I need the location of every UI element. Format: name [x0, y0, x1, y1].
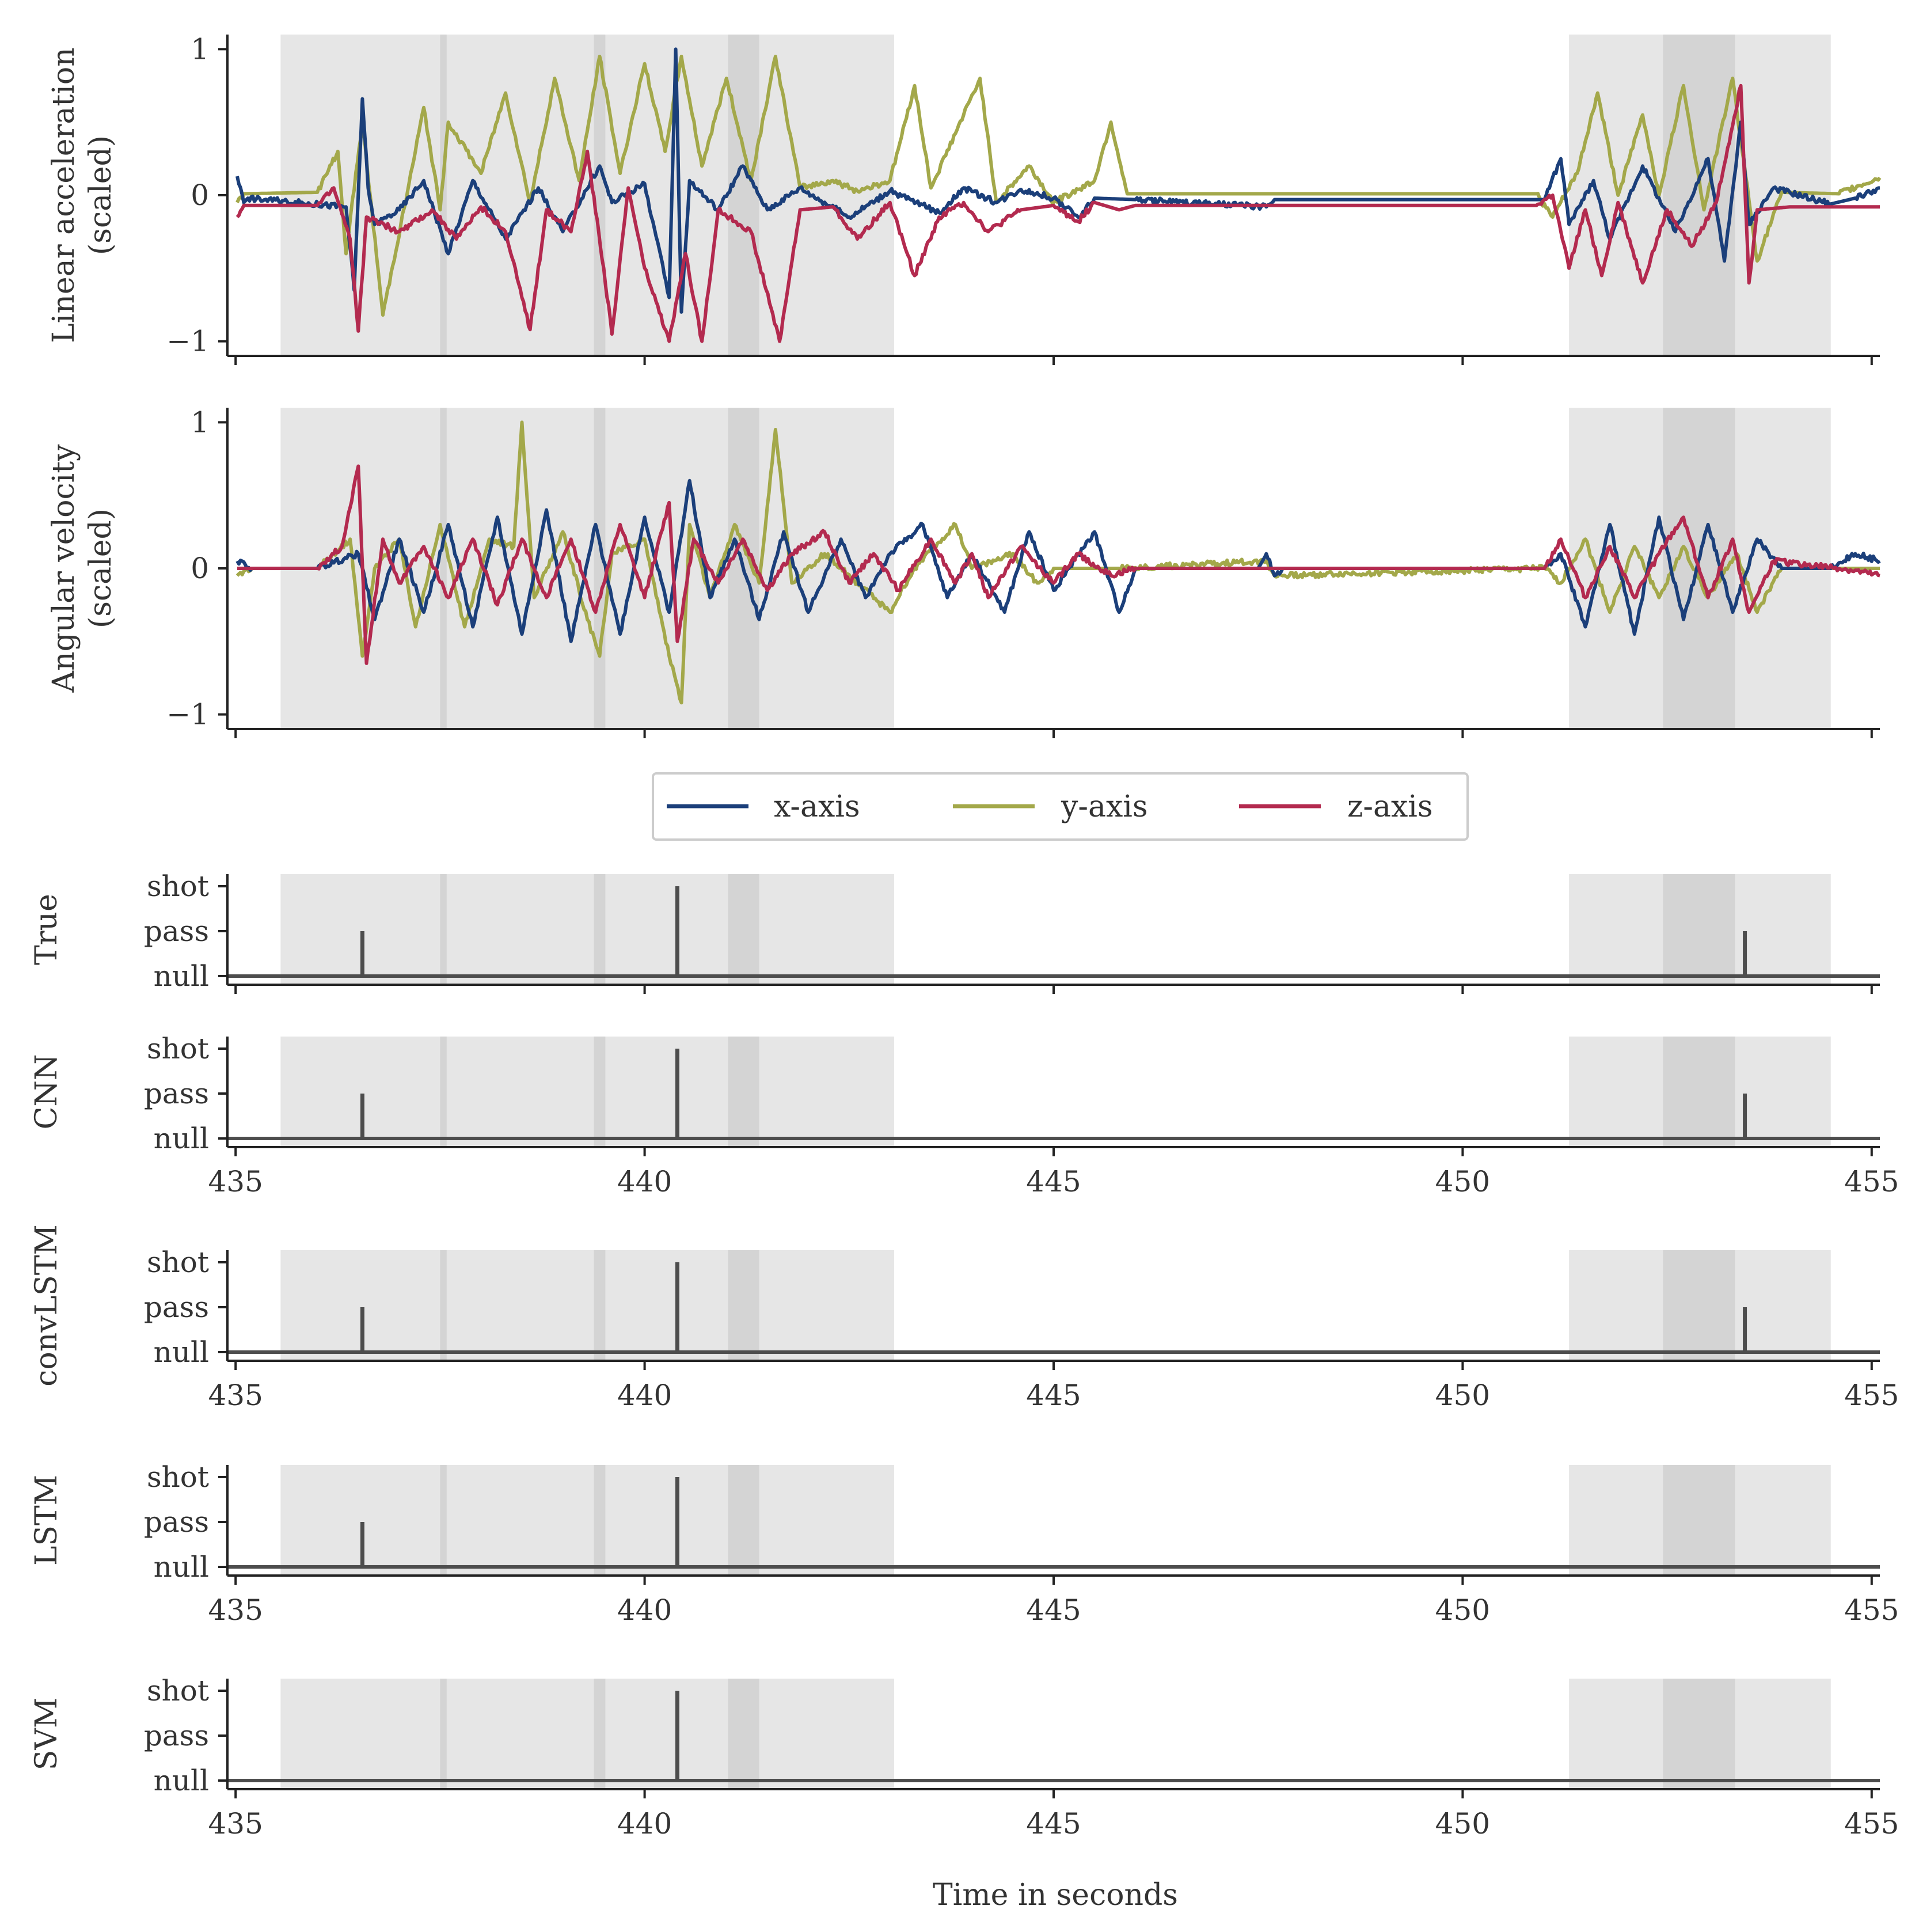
convlstm-panel-x-tick-label-450: 450 — [1435, 1379, 1490, 1412]
svm-panel-x-tick-label-435: 435 — [208, 1807, 263, 1840]
lstm-panel-y-axis-label: LSTM — [29, 1475, 64, 1566]
cnn-panel-x-tick-label-440: 440 — [617, 1165, 672, 1198]
svm-panel-shade-region-2 — [594, 1679, 606, 1789]
svm-panel-y-tick-label-null: null — [154, 1764, 209, 1797]
lstm-panel-shade-region-3 — [728, 1465, 759, 1576]
convlstm-panel-shade-region-0 — [280, 1250, 894, 1361]
lstm-panel-y-tick-label-pass: pass — [144, 1505, 209, 1539]
cnn-panel-x-tick-label-455: 455 — [1844, 1165, 1899, 1198]
legend-label-x: x-axis — [774, 789, 860, 824]
convlstm-panel-y-tick-label-shot: shot — [147, 1246, 209, 1279]
lstm-panel-x-tick-label-455: 455 — [1844, 1593, 1899, 1627]
angvel-panel-series-y-axis — [235, 420, 1880, 705]
svm-panel-shade-region-3 — [728, 1679, 759, 1789]
legend-label-y: y-axis — [1061, 789, 1148, 824]
true-panel-shade-region-2 — [594, 874, 606, 985]
angvel-panel-series-x-axis — [235, 479, 1881, 643]
x-axis-label: Time in seconds — [933, 1878, 1178, 1912]
linacc-panel-y-tick-label-1: 0 — [191, 179, 209, 212]
cnn-panel-shade-region-2 — [594, 1037, 606, 1147]
true-panel-y-tick-label-null: null — [154, 959, 209, 993]
linacc-panel-series-x-axis — [235, 47, 1880, 314]
cnn-panel-y-tick-label-shot: shot — [147, 1032, 209, 1065]
angvel-panel-shade-region-1 — [440, 408, 447, 729]
svm-panel-y-tick-label-shot: shot — [147, 1674, 209, 1707]
cnn-panel-x-tick-label-445: 445 — [1026, 1165, 1081, 1198]
svm-panel-shade-region-0 — [280, 1679, 894, 1789]
true-panel-y-tick-label-shot: shot — [147, 870, 209, 903]
legend-label-z: z-axis — [1347, 789, 1433, 824]
true-panel-shade-region-3 — [728, 874, 759, 985]
convlstm-panel-shade-region-3 — [728, 1250, 759, 1361]
cnn-panel-shade-region-3 — [728, 1037, 759, 1147]
convlstm-panel-x-tick-label-445: 445 — [1026, 1379, 1081, 1412]
angvel-panel-y-tick-label-0: −1 — [166, 698, 209, 731]
svm-panel-y-axis-label: SVM — [29, 1698, 64, 1770]
lstm-panel-shade-region-1 — [440, 1465, 447, 1576]
legend-frame — [652, 772, 1469, 841]
linacc-panel-y-axis-label: Linear acceleration(scaled) — [47, 47, 118, 343]
lstm-panel-shade-region-2 — [594, 1465, 606, 1576]
linacc-panel-y-tick-label-2: 1 — [191, 32, 209, 66]
cnn-panel-x-tick-label-450: 450 — [1435, 1165, 1490, 1198]
cnn-panel-y-tick-label-null: null — [154, 1122, 209, 1155]
convlstm-panel-shade-region-5 — [1663, 1250, 1735, 1361]
linacc-panel-y-axis-label-line-0: Linear acceleration — [47, 47, 81, 343]
svm-panel-x-tick-label-455: 455 — [1844, 1807, 1899, 1840]
convlstm-panel-y-axis-label: convLSTM — [29, 1224, 64, 1386]
angvel-panel-y-tick-label-1: 0 — [191, 552, 209, 585]
cnn-panel-y-axis-label: CNN — [29, 1054, 64, 1130]
angvel-panel-y-tick-label-2: 1 — [191, 405, 209, 439]
cnn-panel-shade-region-5 — [1663, 1037, 1735, 1147]
linacc-panel-shade-region-1 — [440, 35, 447, 356]
true-panel-shade-region-5 — [1663, 874, 1735, 985]
linacc-panel-series-z-axis — [235, 83, 1880, 343]
convlstm-panel-x-tick-label-455: 455 — [1844, 1379, 1899, 1412]
angvel-panel-y-axis-label-line-0: Angular velocity — [47, 444, 81, 693]
shaded-regions — [280, 35, 1831, 1789]
svm-panel-x-tick-label-440: 440 — [617, 1807, 672, 1840]
lstm-panel-x-tick-label-435: 435 — [208, 1593, 263, 1627]
angvel-panel-y-axis-label: Angular velocity(scaled) — [47, 444, 118, 693]
cnn-panel-shade-region-0 — [280, 1037, 894, 1147]
lstm-panel-y-tick-label-null: null — [154, 1550, 209, 1584]
angvel-panel-series-z-axis — [237, 464, 1880, 665]
linacc-panel-shade-region-2 — [594, 35, 606, 356]
convlstm-panel-x-tick-label-435: 435 — [208, 1379, 263, 1412]
angvel-panel-shade-region-2 — [594, 408, 606, 729]
true-panel-shade-region-0 — [280, 874, 894, 985]
angvel-panel-y-axis-label-line-1: (scaled) — [83, 508, 118, 628]
svm-panel-y-tick-label-pass: pass — [144, 1719, 209, 1752]
lstm-panel-shade-region-5 — [1663, 1465, 1735, 1576]
lstm-panel-x-tick-label-445: 445 — [1026, 1593, 1081, 1627]
cnn-panel-x-tick-label-435: 435 — [208, 1165, 263, 1198]
linacc-panel-shade-region-3 — [728, 35, 759, 356]
convlstm-panel-x-tick-label-440: 440 — [617, 1379, 672, 1412]
true-panel-y-axis-label: True — [29, 894, 64, 965]
convlstm-panel-y-tick-label-pass: pass — [144, 1290, 209, 1324]
true-panel-y-tick-label-pass: pass — [144, 914, 209, 948]
lstm-panel-y-tick-label-shot: shot — [147, 1460, 209, 1494]
linacc-panel-shade-region-5 — [1663, 35, 1735, 356]
lstm-panel-x-tick-label-440: 440 — [617, 1593, 672, 1627]
true-panel-shade-region-1 — [440, 874, 447, 985]
convlstm-panel-shade-region-2 — [594, 1250, 606, 1361]
cnn-panel-shade-region-1 — [440, 1037, 447, 1147]
plot-area — [227, 47, 1882, 1782]
convlstm-panel-y-tick-label-null: null — [154, 1335, 209, 1369]
svm-panel-shade-region-1 — [440, 1679, 447, 1789]
convlstm-panel-shade-region-1 — [440, 1250, 447, 1361]
linacc-panel-shade-region-0 — [280, 35, 894, 356]
linacc-panel-y-tick-label-0: −1 — [166, 325, 209, 358]
lstm-panel-x-tick-label-450: 450 — [1435, 1593, 1490, 1627]
linacc-panel-y-axis-label-line-1: (scaled) — [83, 135, 118, 255]
cnn-panel-y-tick-label-pass: pass — [144, 1077, 209, 1110]
svm-panel-x-tick-label-450: 450 — [1435, 1807, 1490, 1840]
legend: x-axis y-axis z-axis — [652, 772, 1469, 841]
lstm-panel-shade-region-0 — [280, 1465, 894, 1576]
svm-panel-x-tick-label-445: 445 — [1026, 1807, 1081, 1840]
svm-panel-shade-region-5 — [1663, 1679, 1735, 1789]
